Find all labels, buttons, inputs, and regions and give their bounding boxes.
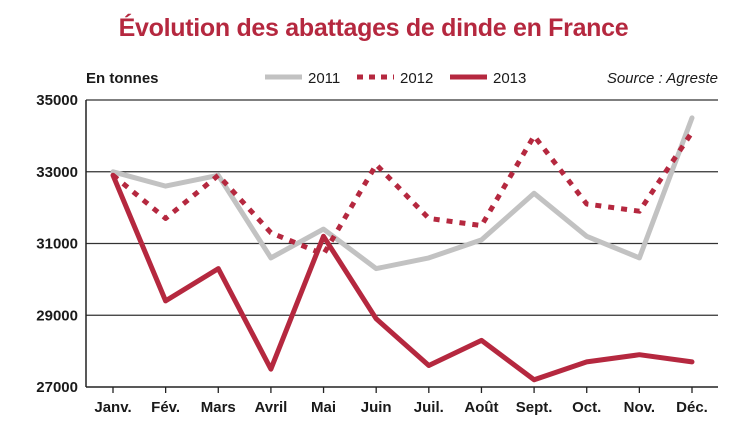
y-tick-label: 31000 <box>36 236 78 253</box>
x-tick-label: Sept. <box>516 399 553 416</box>
x-tick-label: Août <box>464 399 498 416</box>
source-note: Source : Agreste <box>607 70 718 87</box>
y-tick-label: 27000 <box>36 379 78 396</box>
x-tick-label: Juil. <box>414 399 444 416</box>
series-line-2011 <box>110 115 695 272</box>
legend-label-2013: 2013 <box>493 70 526 87</box>
y-tick-label: 35000 <box>36 92 78 109</box>
x-tick-label: Fév. <box>151 399 180 416</box>
x-tick-label: Nov. <box>624 399 655 416</box>
legend-label-2011: 2011 <box>308 70 340 87</box>
tick-labels: 27000 29000 31000 33000 35000 Janv. Fév. Mars Av… <box>36 92 708 416</box>
x-tick-label: Déc. <box>676 399 708 416</box>
legend: 2011 2012 2013 <box>265 70 526 87</box>
series-lines <box>110 115 695 383</box>
chart-title: Évolution des abattages de dinde en Fran… <box>118 14 629 42</box>
x-tick-label: Janv. <box>94 399 131 416</box>
x-tick-label: Avril <box>255 399 288 416</box>
series-line-2013 <box>110 172 695 383</box>
axes <box>85 100 718 393</box>
y-tick-label: 29000 <box>36 307 78 324</box>
x-tick-label: Juin <box>361 399 392 416</box>
y-tick-label: 33000 <box>36 164 78 181</box>
x-tick-label: Oct. <box>572 399 601 416</box>
series-line-2012 <box>111 130 695 257</box>
x-tick-label: Mars <box>201 399 236 416</box>
grid-lines <box>86 99 718 316</box>
x-tick-label: Mai <box>311 399 336 416</box>
unit-label: En tonnes <box>86 70 159 87</box>
legend-label-2012: 2012 <box>400 70 433 87</box>
